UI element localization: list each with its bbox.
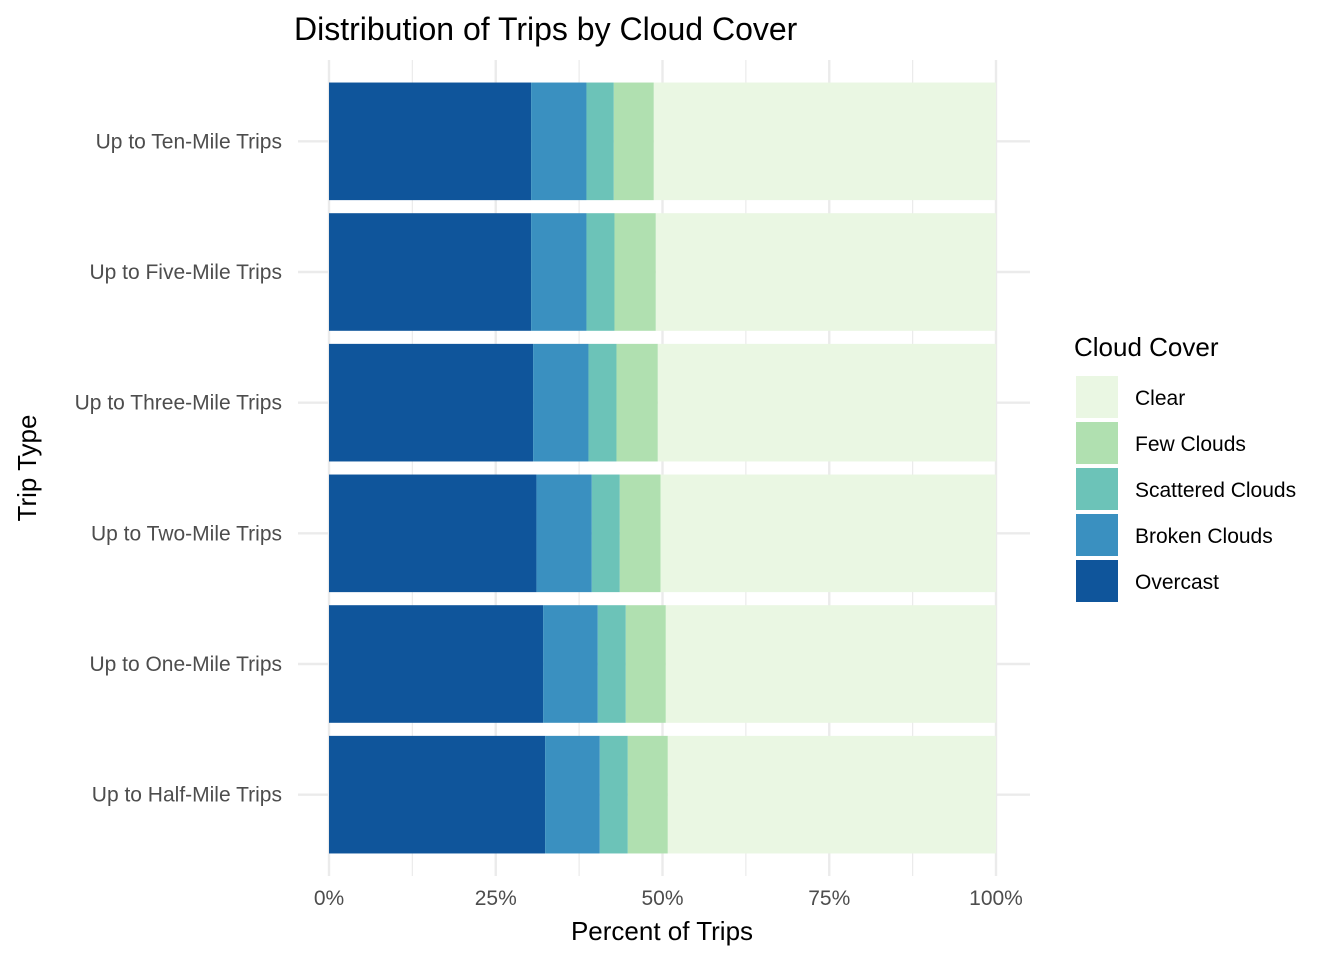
legend-label: Clear xyxy=(1135,387,1185,410)
x-axis-tick-labels: 0% 25% 50% 75% 100% xyxy=(314,887,1023,910)
x-tick-label: 75% xyxy=(808,887,850,910)
bar-segment xyxy=(665,605,996,723)
legend-label: Overcast xyxy=(1135,571,1219,594)
legend-swatch xyxy=(1076,468,1118,510)
bar-segment xyxy=(655,213,996,331)
y-tick-label: Up to Half-Mile Trips xyxy=(92,784,282,807)
bar-segment xyxy=(329,605,544,723)
bar-segment xyxy=(597,605,626,723)
bar-segment xyxy=(533,343,589,462)
bar-segment xyxy=(653,82,996,201)
bar-segment xyxy=(545,735,600,854)
bar-segment xyxy=(543,605,598,723)
bar-segment xyxy=(329,213,532,331)
bar-segment xyxy=(657,343,996,462)
legend-swatch xyxy=(1076,514,1118,556)
bar-segment xyxy=(531,213,587,331)
chart-title: Distribution of Trips by Cloud Cover xyxy=(294,11,798,47)
x-tick-label: 50% xyxy=(641,887,683,910)
bar-segment xyxy=(667,735,996,854)
bar-segment xyxy=(660,474,996,593)
bars xyxy=(329,82,996,854)
bar-segment xyxy=(329,735,546,854)
y-tick-label: Up to One-Mile Trips xyxy=(89,653,282,676)
y-axis-title: Trip Type xyxy=(12,415,42,522)
bar-segment xyxy=(329,82,532,201)
bar-segment xyxy=(625,605,666,723)
legend-swatch xyxy=(1076,376,1118,418)
x-axis-title: Percent of Trips xyxy=(571,916,753,946)
legend-label: Scattered Clouds xyxy=(1135,479,1296,502)
x-tick-label: 25% xyxy=(475,887,517,910)
y-tick-label: Up to Ten-Mile Trips xyxy=(96,130,282,153)
x-tick-label: 0% xyxy=(314,887,344,910)
bar-segment xyxy=(531,82,587,201)
x-tick-label: 100% xyxy=(969,887,1023,910)
bar-segment xyxy=(591,474,620,593)
legend-label: Broken Clouds xyxy=(1135,525,1273,548)
bar-segment xyxy=(329,474,537,593)
y-tick-label: Up to Five-Mile Trips xyxy=(89,261,282,284)
y-tick-label: Up to Two-Mile Trips xyxy=(91,522,282,545)
y-tick-label: Up to Three-Mile Trips xyxy=(75,392,282,415)
bar-segment xyxy=(586,82,614,201)
bar-segment xyxy=(599,735,628,854)
bar-segment xyxy=(536,474,592,593)
legend-label: Few Clouds xyxy=(1135,433,1246,456)
legend: Cloud Cover Clear Few Clouds Scattered Clo… xyxy=(1074,332,1296,602)
bar-segment xyxy=(588,343,617,462)
legend-title: Cloud Cover xyxy=(1074,332,1219,362)
bar-segment xyxy=(586,213,615,331)
bar-segment xyxy=(627,735,668,854)
bar-segment xyxy=(329,343,534,462)
legend-items: Clear Few Clouds Scattered Clouds Broken Cl… xyxy=(1076,376,1296,602)
y-axis-tick-labels: Up to Ten-Mile Trips Up to Five-Mile Trip… xyxy=(75,130,282,806)
bar-segment xyxy=(613,82,654,201)
legend-swatch xyxy=(1076,422,1118,464)
bar-segment xyxy=(616,343,658,462)
legend-swatch xyxy=(1076,560,1118,602)
bar-segment xyxy=(619,474,661,593)
bar-segment xyxy=(614,213,656,331)
